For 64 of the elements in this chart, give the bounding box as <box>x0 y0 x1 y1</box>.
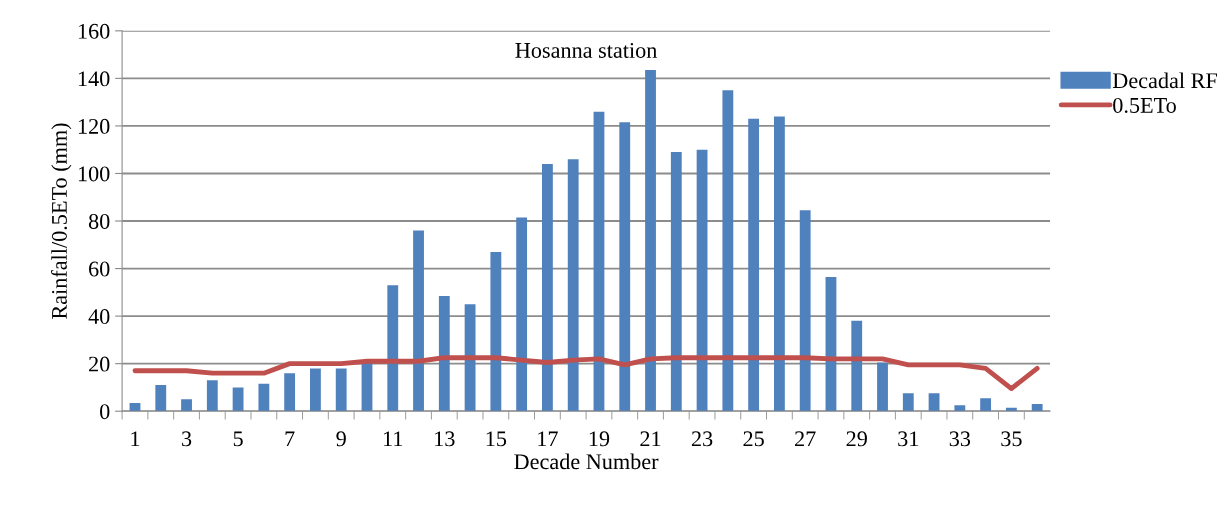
x-tick-label: 29 <box>846 431 867 447</box>
bar <box>232 387 244 412</box>
y-tick-label: 120 <box>78 118 110 134</box>
x-tick-label: 15 <box>486 431 507 447</box>
x-tick-label: 23 <box>691 431 713 447</box>
y-axis-title: Rainfall/0.5ETo (mm) <box>51 123 72 319</box>
bar <box>155 385 167 412</box>
bar <box>310 368 321 412</box>
line-series <box>132 355 1040 392</box>
x-tick-label: 13 <box>435 431 455 447</box>
bar <box>258 383 270 412</box>
x-tick-label: 19 <box>589 431 610 447</box>
x-tick-label: 9 <box>336 431 346 447</box>
legend-label: Decadal RF <box>1112 72 1217 89</box>
bar <box>954 405 966 412</box>
y-tick-label: 100 <box>78 166 110 182</box>
bar <box>722 90 734 412</box>
bar <box>928 393 940 412</box>
x-tick-label: 25 <box>743 431 764 447</box>
bar <box>799 210 811 412</box>
bar <box>980 398 992 412</box>
bar <box>696 149 708 412</box>
bar <box>387 285 399 412</box>
y-tick-label: 140 <box>78 71 110 87</box>
bar <box>773 116 785 412</box>
x-tick-label: 1 <box>131 431 140 447</box>
x-tick-label: 21 <box>640 431 661 447</box>
y-tick-label: 80 <box>88 213 110 229</box>
x-tick-label: 11 <box>384 431 403 447</box>
bar <box>1031 404 1043 412</box>
bar <box>593 111 605 412</box>
bar <box>645 70 656 412</box>
x-tick-label: 3 <box>182 431 192 447</box>
bar <box>206 380 218 412</box>
bar <box>542 163 553 412</box>
x-tick-label: 35 <box>1001 431 1022 447</box>
bar <box>902 393 914 412</box>
x-tick-label: 17 <box>538 431 558 447</box>
y-tick-label: 40 <box>88 309 110 325</box>
x-tick-label: 31 <box>898 431 919 447</box>
bar <box>516 217 528 412</box>
x-tick-label: 7 <box>285 431 295 447</box>
bar <box>670 152 682 412</box>
y-tick-label: 60 <box>89 261 110 277</box>
bar <box>413 230 424 412</box>
bar <box>490 251 502 412</box>
bar <box>619 122 631 412</box>
bar <box>748 118 760 412</box>
bar <box>181 399 192 412</box>
x-tick-label: 27 <box>795 431 816 447</box>
y-tick-label: 160 <box>78 23 110 39</box>
x-tick-label: 5 <box>233 431 243 447</box>
x-tick-label: 33 <box>949 431 971 447</box>
chart-title: Hosanna station <box>515 42 658 58</box>
bar <box>335 368 347 412</box>
bar <box>567 159 579 412</box>
bar <box>877 362 888 412</box>
bar <box>284 373 296 412</box>
y-tick-label: 20 <box>89 356 110 372</box>
bar <box>438 295 450 412</box>
legend-label: 0.5ETo <box>1113 97 1176 113</box>
y-tick-label: 0 <box>100 404 110 420</box>
bar <box>851 320 863 412</box>
x-axis-title: Decade Number <box>514 453 659 470</box>
